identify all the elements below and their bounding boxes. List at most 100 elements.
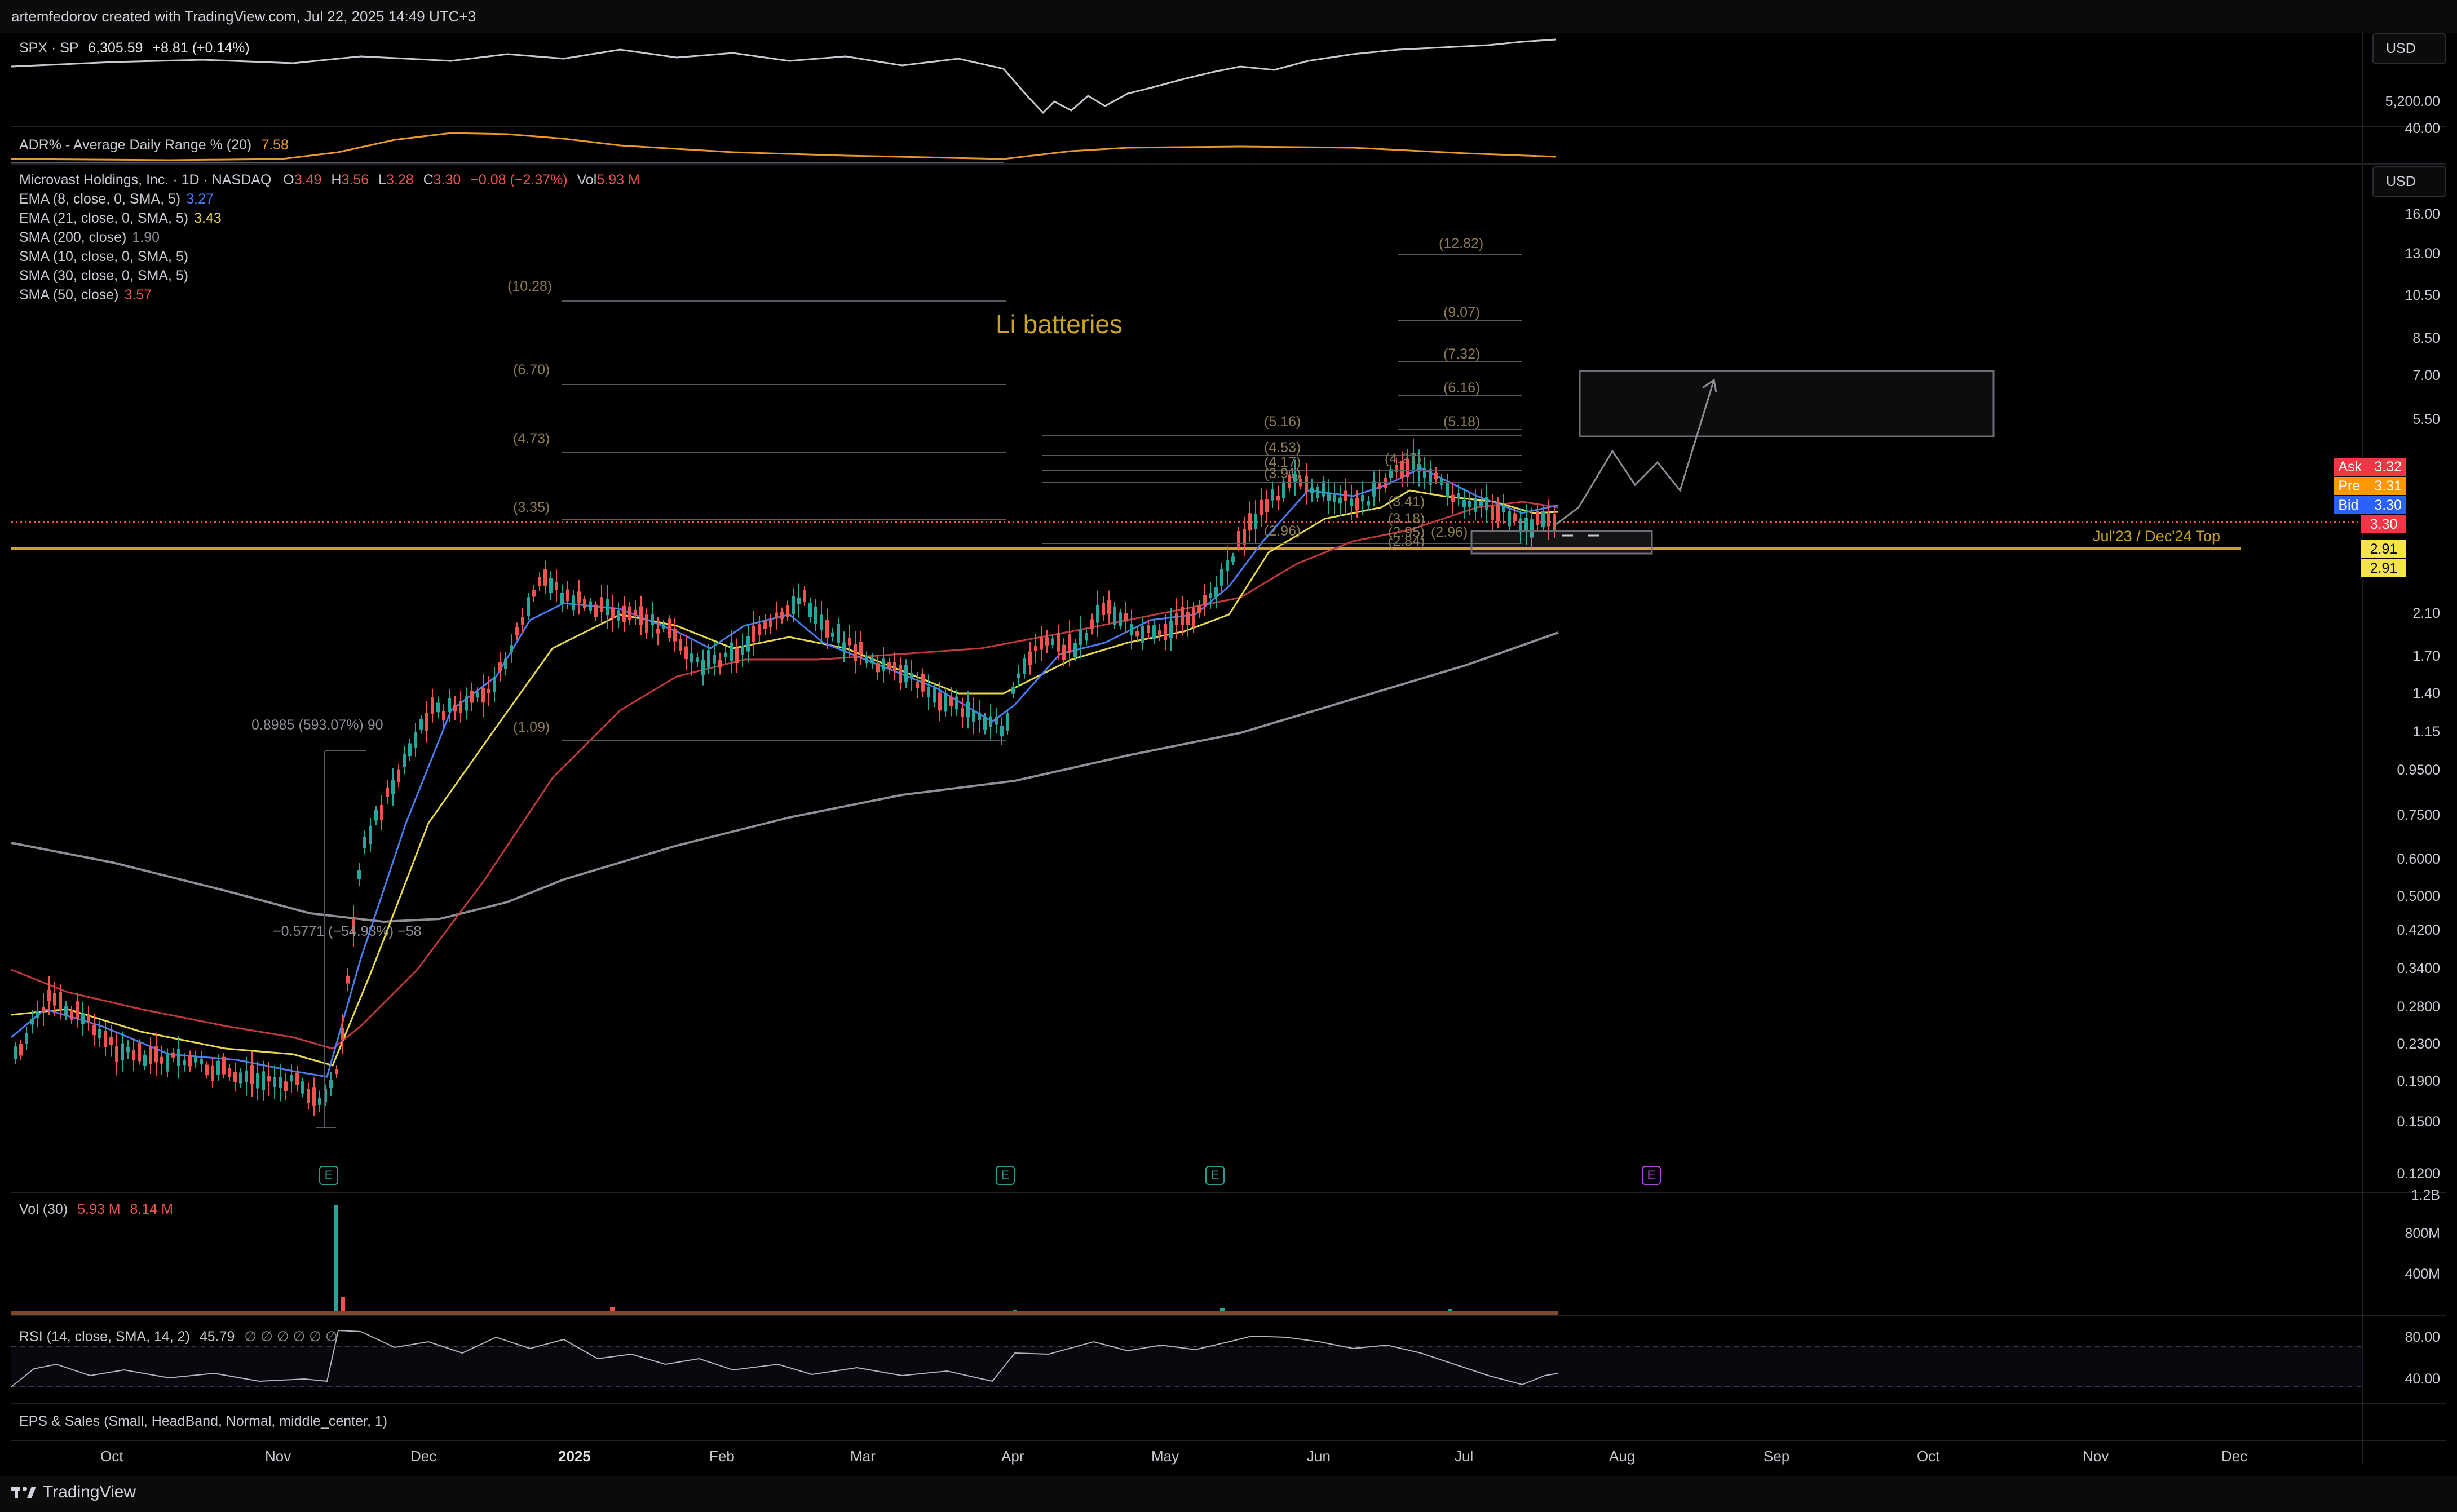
time-axis-label: Aug xyxy=(1609,1448,1636,1465)
consolidation-box xyxy=(1470,530,1653,555)
candle-body xyxy=(1310,487,1314,494)
candle-body xyxy=(1147,625,1150,634)
time-axis-label: Apr xyxy=(1001,1448,1024,1465)
fib-level-label: (10.28) xyxy=(507,278,553,294)
indicator-sma10[interactable]: SMA (10, close, 0, SMA, 5) xyxy=(19,249,189,264)
indicator-ema8[interactable]: EMA (8, close, 0, SMA, 5) 3.27 xyxy=(19,191,214,207)
candle-body xyxy=(138,1042,141,1062)
candle-body xyxy=(1220,568,1223,586)
top-line-annotation[interactable]: Jul'23 / Dec'24 Top xyxy=(2093,528,2220,545)
indicator-ema21[interactable]: EMA (21, close, 0, SMA, 5) 3.43 xyxy=(19,210,222,226)
range-up-annotation[interactable]: 0.8985 (593.07%) 90 xyxy=(251,717,383,733)
candle-body xyxy=(1468,501,1471,507)
indicator-sma200[interactable]: SMA (200, close) 1.90 xyxy=(19,229,160,245)
candle-body xyxy=(1011,686,1015,694)
ohlc-vol-label: Vol xyxy=(577,172,597,188)
pane-divider-adr xyxy=(11,163,2446,165)
candle-body xyxy=(707,650,710,668)
adr-label[interactable]: ADR% - Average Daily Range % (20) xyxy=(19,137,252,153)
candle-body xyxy=(859,642,863,655)
ohlc-o-label: O xyxy=(283,172,294,188)
main-currency-button[interactable]: USD xyxy=(2372,166,2446,197)
upcoming-earnings-icon[interactable]: E xyxy=(1642,1166,1661,1185)
volume-value-2: 8.14 M xyxy=(130,1201,173,1217)
indicator-sma50[interactable]: SMA (50, close) 3.57 xyxy=(19,287,152,303)
chart-canvas[interactable] xyxy=(0,0,2362,1466)
candle-body xyxy=(555,581,558,590)
main-symbol[interactable]: Microvast Holdings, Inc. · 1D · NASDAQ xyxy=(19,172,272,188)
candle-body xyxy=(1305,475,1308,492)
rsi-label[interactable]: RSI (14, close, SMA, 14, 2) xyxy=(19,1329,190,1345)
candle-body xyxy=(589,601,592,611)
candle-body xyxy=(448,698,451,713)
candle-body xyxy=(312,1087,316,1106)
time-axis-label: Sep xyxy=(1764,1448,1790,1465)
price-scale-label: 7.00 xyxy=(2412,368,2440,383)
candle-body xyxy=(228,1068,231,1077)
candle-body xyxy=(527,597,530,616)
candle-body xyxy=(775,612,778,619)
candle-body xyxy=(656,629,660,634)
price-scale-label: 1.40 xyxy=(2412,686,2440,701)
candle-body xyxy=(927,687,930,698)
candle-body xyxy=(239,1072,242,1084)
candle-body xyxy=(318,1098,321,1105)
candle-body xyxy=(1524,518,1528,531)
candle-body xyxy=(1096,605,1099,623)
fib-level-label: (3.91) xyxy=(1264,466,1301,481)
price-scale-label: 0.1200 xyxy=(2397,1166,2440,1182)
spx-symbol[interactable]: SPX · SP xyxy=(19,40,79,56)
candle-body xyxy=(1068,634,1071,653)
candle-body xyxy=(634,609,637,616)
volume-label[interactable]: Vol (30) xyxy=(19,1201,68,1217)
candle-body xyxy=(899,664,902,683)
fib-level-label: (9.07) xyxy=(1443,304,1481,320)
candle-body xyxy=(363,837,366,848)
spx-currency-button[interactable]: USD xyxy=(2372,33,2446,64)
range-down-annotation[interactable]: −0.5771 (−54.93%) −58 xyxy=(273,923,422,939)
price-scale-label: 0.3400 xyxy=(2397,961,2440,976)
ohlc-c-label: C xyxy=(423,172,434,188)
candle-body xyxy=(1265,499,1269,512)
earnings-icon[interactable]: E xyxy=(319,1166,338,1185)
candle-body xyxy=(53,993,56,1006)
rsi-band xyxy=(11,1346,2362,1387)
time-axis-label: Nov xyxy=(2083,1448,2109,1465)
candle-body xyxy=(662,624,665,629)
candle-body xyxy=(81,1013,85,1024)
candle-body xyxy=(1276,496,1280,501)
earnings-icon[interactable]: E xyxy=(1205,1166,1225,1185)
volume-value-1: 5.93 M xyxy=(77,1201,121,1217)
candle-body xyxy=(250,1065,254,1084)
candle-body xyxy=(1186,612,1190,625)
ohlc-l-label: L xyxy=(378,172,386,188)
candle-body xyxy=(279,1077,282,1088)
candle-body xyxy=(1045,637,1049,646)
candle-body xyxy=(431,697,434,714)
earnings-icon[interactable]: E xyxy=(996,1166,1015,1185)
theme-annotation[interactable]: Li batteries xyxy=(996,310,1123,339)
tradingview-logo[interactable]: TradingView xyxy=(11,1483,136,1502)
eps-legend[interactable]: EPS & Sales (Small, HeadBand, Normal, mi… xyxy=(19,1413,388,1429)
candle-body xyxy=(1028,651,1032,665)
pane-divider-main xyxy=(11,1192,2446,1193)
candle-body xyxy=(1423,468,1426,478)
ema8-line xyxy=(11,467,1559,1078)
candle-body xyxy=(200,1058,203,1065)
indicator-sma30[interactable]: SMA (30, close, 0, SMA, 5) xyxy=(19,268,189,284)
candle-body xyxy=(1344,490,1347,501)
candle-body xyxy=(814,606,817,624)
candle-body xyxy=(205,1064,209,1076)
candle-body xyxy=(115,1046,118,1063)
candle-body xyxy=(1141,626,1144,643)
rsi-value: 45.79 xyxy=(199,1329,235,1345)
candle-body xyxy=(25,1033,28,1044)
volume-bars xyxy=(11,1205,1558,1315)
candle-body xyxy=(1135,631,1139,637)
candle-body xyxy=(245,1070,248,1082)
fib-level-label: (4.73) xyxy=(513,431,550,446)
candle-body xyxy=(786,605,789,617)
candle-body xyxy=(442,710,445,721)
candle-body xyxy=(1164,624,1167,641)
candle-body xyxy=(1152,625,1156,639)
